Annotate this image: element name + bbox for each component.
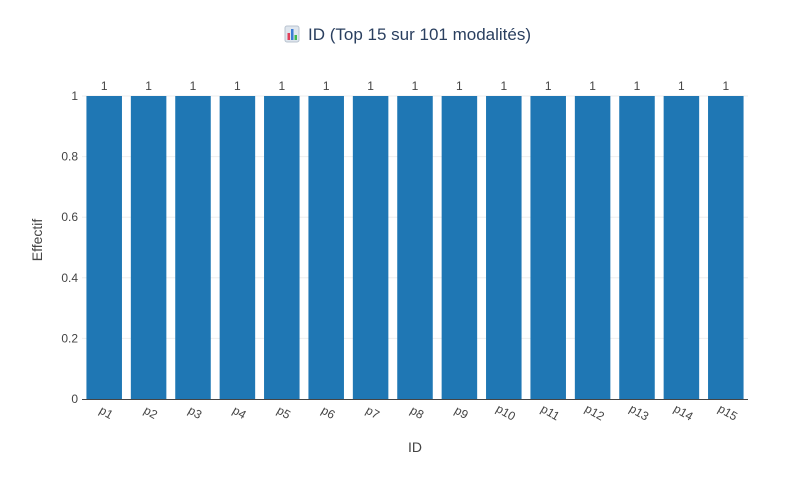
bar bbox=[86, 96, 122, 399]
data-label: 1 bbox=[367, 79, 374, 93]
data-label: 1 bbox=[500, 79, 507, 93]
chart-title: ID (Top 15 sur 101 modalités) bbox=[284, 25, 531, 44]
data-label: 1 bbox=[145, 79, 152, 93]
data-label: 1 bbox=[678, 79, 685, 93]
bar bbox=[175, 96, 211, 399]
bar bbox=[130, 96, 167, 399]
bar bbox=[397, 96, 433, 399]
x-axis-title: ID bbox=[408, 439, 422, 455]
chart-title-text: ID (Top 15 sur 101 modalités) bbox=[308, 25, 531, 44]
x-tick-label: p5 bbox=[275, 403, 294, 422]
x-tick-label: p13 bbox=[627, 401, 652, 423]
data-label: 1 bbox=[278, 79, 285, 93]
x-tick-label: p3 bbox=[186, 403, 205, 422]
data-label: 1 bbox=[190, 79, 197, 93]
y-axis-title: Effectif bbox=[29, 219, 45, 262]
data-label: 1 bbox=[456, 79, 463, 93]
bar bbox=[708, 96, 744, 399]
x-tick-label: p11 bbox=[538, 402, 562, 424]
bar bbox=[352, 96, 389, 399]
bar bbox=[308, 96, 344, 399]
x-tick-label: p2 bbox=[141, 403, 160, 422]
x-tick-label: p6 bbox=[319, 403, 338, 422]
data-label: 1 bbox=[323, 79, 330, 93]
bar bbox=[574, 96, 611, 399]
bar bbox=[619, 96, 655, 399]
bar bbox=[441, 96, 478, 399]
y-tick-label: 0 bbox=[71, 392, 78, 406]
y-tick-label: 0.2 bbox=[61, 331, 78, 345]
data-label: 1 bbox=[412, 79, 419, 93]
bar bbox=[663, 96, 700, 399]
x-tick-label: p7 bbox=[363, 403, 382, 422]
data-label: 1 bbox=[634, 79, 641, 93]
x-tick-label: p1 bbox=[97, 403, 116, 422]
bar bbox=[486, 96, 522, 399]
data-label: 1 bbox=[589, 79, 596, 93]
y-tick-label: 0.8 bbox=[61, 150, 78, 164]
x-tick-label: p4 bbox=[230, 403, 249, 422]
x-tick-label: p9 bbox=[452, 403, 471, 422]
x-tick-label: p14 bbox=[671, 401, 696, 423]
x-tick-label: p12 bbox=[582, 401, 607, 423]
data-label: 1 bbox=[545, 79, 552, 93]
data-label: 1 bbox=[101, 79, 108, 93]
y-tick-label: 0.6 bbox=[61, 210, 78, 224]
data-label: 1 bbox=[234, 79, 241, 93]
bar-chart-icon bbox=[284, 25, 300, 43]
x-tick-label: p8 bbox=[408, 403, 427, 422]
data-labels: 1 1 1 1 1 1 1 1 1 1 1 1 1 1 1 bbox=[101, 79, 730, 93]
y-tick-label: 0.4 bbox=[61, 271, 78, 285]
bar bbox=[219, 96, 256, 399]
y-axis-ticks: 0 0.2 0.4 0.6 0.8 1 bbox=[61, 89, 78, 406]
bars bbox=[86, 96, 744, 399]
bar bbox=[530, 96, 566, 399]
data-label: 1 bbox=[722, 79, 729, 93]
y-tick-label: 1 bbox=[71, 89, 78, 103]
x-axis-ticks: p1 p2 p3 p4 p5 p6 p7 p8 p9 p10 p11 p12 p13 p14 p15 bbox=[97, 401, 740, 423]
bar bbox=[264, 96, 300, 399]
x-tick-label: p15 bbox=[716, 401, 741, 423]
x-tick-label: p10 bbox=[494, 401, 519, 423]
